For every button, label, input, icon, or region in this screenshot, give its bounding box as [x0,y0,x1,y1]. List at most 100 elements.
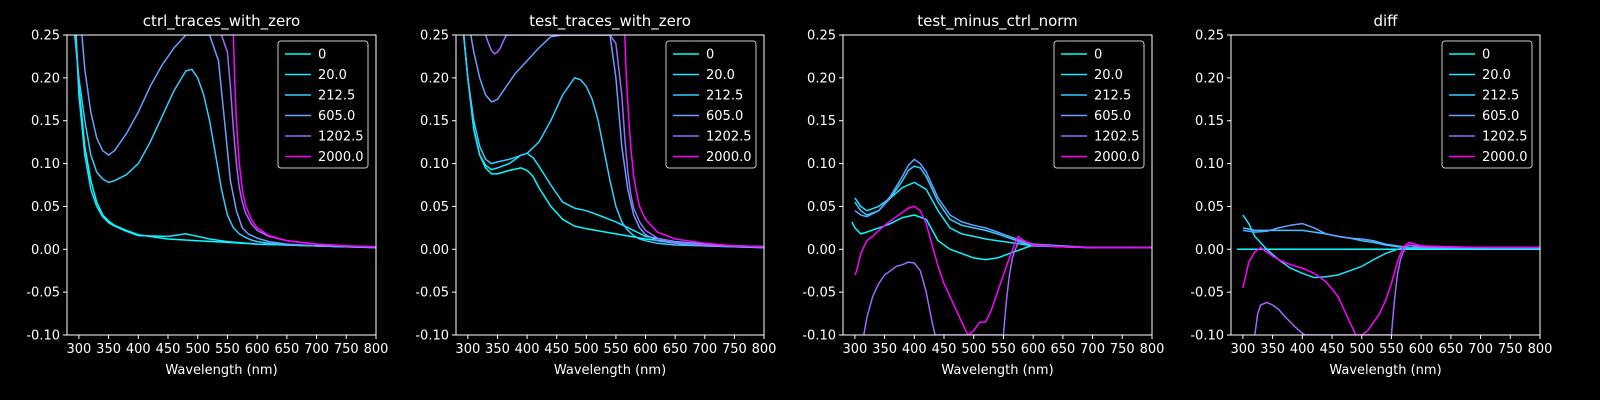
legend-entry: 2000.0 [318,150,364,165]
chart-3: 300 350 400 450 500 550 600 650 700 750 800 -0.10 -0… [802,12,1164,378]
x-tick-label: 600 [1409,342,1434,357]
series-line-2000.0 [854,205,1152,335]
x-tick-label: 650 [274,342,299,357]
y-tick-label: -0.10 [1190,329,1224,344]
y-tick-label: 0.20 [1195,71,1224,86]
legend-entry: 212.5 [318,89,355,104]
x-tick-label: 700 [1080,342,1105,357]
axes-frame [842,34,1153,336]
y-tick-label: 0.15 [31,114,60,129]
axes-frame [66,34,377,336]
axes-frame [1230,34,1541,336]
y-tick-label: -0.10 [415,329,449,344]
x-tick-label: 550 [991,342,1016,357]
legend-entry: 0 [1482,48,1490,63]
chart-title: test_minus_ctrl_norm [917,12,1078,31]
series-line-2000.0 [232,35,376,248]
x-tick-label: 800 [364,342,389,357]
x-tick-label: 500 [574,342,599,357]
x-tick-label: 700 [692,342,717,357]
x-tick-label: 350 [96,342,121,357]
y-tick-label: 0.25 [1195,29,1224,44]
series-line-605.0 [470,35,764,249]
x-tick-label: 700 [1468,342,1493,357]
legend: 0 20.0 212.5 605.0 1202.5 2000.0 [1441,40,1533,169]
y-tick-label: 0.15 [1195,114,1224,129]
y-tick-label: 0.25 [420,29,449,44]
x-tick-label: 750 [1110,342,1135,357]
y-tick-label: -0.10 [26,329,60,344]
x-tick-label: 400 [515,342,540,357]
x-tick-label: 400 [902,342,927,357]
series-line-1202.5 [484,35,764,248]
y-tick-label: 0.05 [1195,200,1224,215]
legend-entry: 20.0 [1482,68,1511,83]
x-tick-label: 650 [1438,342,1463,357]
y-tick-label: 0.25 [807,29,836,44]
x-tick-label: 350 [872,342,897,357]
y-tick-label: 0.10 [31,157,60,172]
series-line-212.5 [462,35,764,249]
legend-entry: 20.0 [1094,68,1123,83]
legend-entry: 0 [1094,48,1102,63]
legend-entry: 2000.0 [1482,150,1528,165]
x-tick-label: 450 [932,342,957,357]
x-tick-label: 800 [1528,342,1553,357]
x-tick-label: 650 [663,342,688,357]
x-axis-label: Wavelength (nm) [165,363,277,378]
y-tick-label: 0.25 [31,29,60,44]
series-line-1202.5 [1254,244,1540,335]
chart-1: 300 350 400 450 500 550 600 650 700 750 800 -0.10 -0… [26,12,388,378]
chart-title: test_traces_with_zero [529,12,691,31]
x-tick-label: 450 [156,342,181,357]
series-group [1236,214,1540,335]
legend-entry: 605.0 [318,109,355,124]
x-tick-label: 500 [185,342,210,357]
legend-entry: 2000.0 [706,150,752,165]
x-tick-label: 350 [1260,342,1285,357]
x-axis-label: Wavelength (nm) [554,363,666,378]
legend-entry: 2000.0 [1094,150,1140,165]
x-tick-label: 800 [1140,342,1165,357]
y-tick-label: 0.20 [31,71,60,86]
series-line-605.0 [81,35,376,249]
y-tick-label: 0.10 [807,157,836,172]
x-tick-label: 600 [1021,342,1046,357]
x-tick-label: 750 [334,342,359,357]
y-tick-label: -0.05 [1190,286,1224,301]
x-axis-label: Wavelength (nm) [941,363,1053,378]
legend: 0 20.0 212.5 605.0 1202.5 2000.0 [1053,40,1145,169]
legend-entry: 212.5 [1482,89,1519,104]
x-tick-label: 600 [245,342,270,357]
series-line-605.0 [854,158,1152,249]
legend-entry: 1202.5 [1094,130,1140,145]
x-tick-label: 450 [1320,342,1345,357]
x-tick-label: 750 [1498,342,1523,357]
legend-entry: 1202.5 [706,130,752,145]
y-tick-label: 0.00 [420,243,449,258]
y-tick-label: 0.20 [807,71,836,86]
y-tick-label: 0.00 [807,243,836,258]
x-tick-label: 300 [1230,342,1255,357]
legend-entry: 1202.5 [1482,130,1528,145]
x-tick-label: 300 [66,342,91,357]
legend-entry: 605.0 [1094,109,1131,124]
x-tick-label: 750 [722,342,747,357]
series-line-2000.0 [1242,241,1540,335]
x-tick-label: 650 [1050,342,1075,357]
legend-entry: 605.0 [1482,109,1519,124]
chart-title: ctrl_traces_with_zero [143,12,300,31]
y-tick-label: -0.10 [802,329,836,344]
legend-entry: 1202.5 [318,130,364,145]
y-tick-label: 0.10 [420,157,449,172]
series-line-2000.0 [624,35,764,248]
y-tick-label: 0.00 [31,243,60,258]
legend-entry: 212.5 [1094,89,1131,104]
series-line-212.5 [73,35,376,249]
legend: 0 20.0 212.5 605.0 1202.5 2000.0 [277,40,369,169]
series-group [851,158,1152,335]
x-tick-label: 550 [1379,342,1404,357]
y-tick-label: 0.05 [31,200,60,215]
legend-entry: 0 [318,48,326,63]
